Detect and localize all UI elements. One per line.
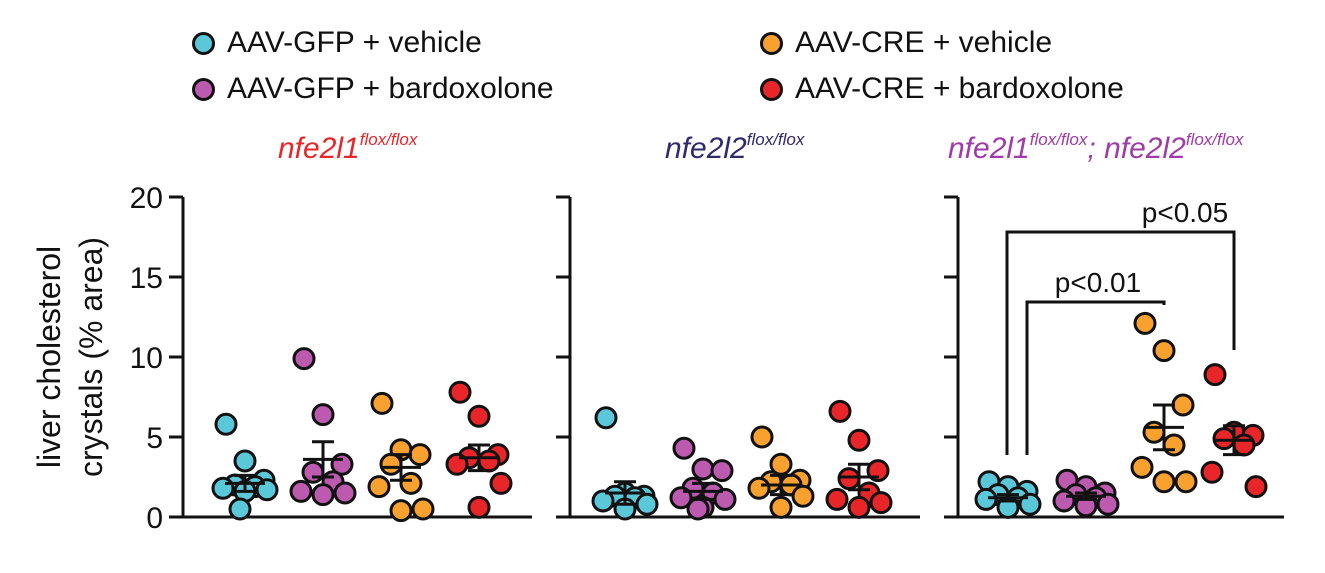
legend-item-cre-vehicle: AAV-CRE + vehicle — [760, 26, 1052, 60]
data-point — [1142, 420, 1166, 444]
legend-label: AAV-CRE + vehicle — [795, 26, 1053, 59]
data-point — [1133, 311, 1157, 335]
data-point — [747, 476, 771, 500]
data-point — [672, 436, 696, 460]
legend-label: AAV-CRE + bardoxolone — [795, 72, 1124, 105]
legend-item-cre-bardoxolone: AAV-CRE + bardoxolone — [760, 72, 1124, 106]
data-point — [837, 467, 861, 491]
data-point — [489, 471, 513, 495]
data-point — [713, 487, 737, 511]
panel-title-gene2: nfe2l2 — [1104, 132, 1186, 165]
data-point — [389, 499, 413, 523]
data-point — [847, 495, 871, 519]
data-point — [1174, 470, 1198, 494]
data-point — [686, 497, 710, 521]
data-point — [1212, 427, 1236, 451]
panel-title-separator: ; — [1087, 132, 1105, 165]
data-point — [448, 380, 472, 404]
data-point — [869, 491, 893, 515]
legend-marker-icon — [192, 77, 215, 101]
data-point — [594, 406, 618, 430]
data-point — [301, 460, 325, 484]
significance-bracket — [1005, 230, 1236, 455]
panel-title-nfe2l2: nfe2l2flox/flox — [665, 130, 805, 166]
panel-title-sup2: flox/flox — [1185, 130, 1244, 149]
significance-label: p<0.05 — [1142, 197, 1228, 228]
data-point — [1244, 475, 1268, 499]
data-point — [228, 497, 252, 521]
data-point — [411, 497, 435, 521]
y-axis-label-line2: crystals (% area) — [73, 237, 109, 477]
y-tick-label: 10 — [130, 342, 163, 375]
panel-title-nfe2l1: nfe2l1flox/flox — [278, 130, 418, 166]
legend-marker-icon — [760, 77, 783, 101]
data-point — [467, 404, 491, 428]
data-point — [847, 428, 871, 452]
panel-title-gene: nfe2l2 — [665, 132, 747, 165]
panel-title-sup: flox/flox — [746, 130, 805, 149]
data-point — [1130, 455, 1154, 479]
data-point — [233, 449, 257, 473]
data-point — [367, 475, 391, 499]
data-point — [1232, 433, 1256, 457]
legend-item-gfp-vehicle: AAV-GFP + vehicle — [192, 26, 482, 60]
data-point — [1096, 492, 1120, 516]
y-axis-label-line1: liver cholesterol — [31, 246, 67, 468]
data-point — [292, 347, 316, 371]
data-point — [750, 425, 774, 449]
panel-title-sup: flox/flox — [1029, 130, 1088, 149]
significance-bracket — [1025, 300, 1166, 455]
y-tick-label: 5 — [146, 422, 163, 455]
y-tick-label: 0 — [146, 502, 163, 535]
legend-marker-icon — [760, 31, 783, 55]
data-point — [477, 449, 501, 473]
data-point — [333, 481, 357, 505]
panel-title-gene: nfe2l1 — [278, 132, 360, 165]
panel-title-gene: nfe2l1 — [948, 132, 1030, 165]
data-point — [467, 495, 491, 519]
data-point — [370, 391, 394, 415]
legend-label: AAV-GFP + vehicle — [227, 26, 482, 59]
y-tick-label: 20 — [130, 182, 163, 215]
data-point — [825, 487, 849, 511]
panel-title-sup: flox/flox — [359, 130, 418, 149]
data-point — [710, 459, 734, 483]
data-point — [214, 412, 238, 436]
data-point — [408, 443, 432, 467]
significance-label: p<0.01 — [1055, 267, 1141, 298]
data-point — [1203, 363, 1227, 387]
data-point — [791, 484, 815, 508]
legend-label: AAV-GFP + bardoxolone — [227, 72, 554, 105]
data-point — [311, 403, 335, 427]
data-point — [974, 487, 998, 511]
data-point — [591, 489, 615, 513]
data-point — [379, 452, 403, 476]
data-point — [1052, 489, 1076, 513]
data-point — [1152, 339, 1176, 363]
data-point — [1171, 393, 1195, 417]
data-point — [635, 492, 659, 516]
y-tick-label: 15 — [130, 262, 163, 295]
legend-marker-icon — [192, 31, 215, 55]
data-point — [828, 399, 852, 423]
data-point — [311, 483, 335, 507]
data-point — [769, 495, 793, 519]
data-point — [1152, 470, 1176, 494]
panel-title-double: nfe2l1flox/flox; nfe2l2flox/flox — [948, 130, 1244, 166]
data-point — [691, 457, 715, 481]
data-point — [399, 471, 423, 495]
data-point — [1200, 460, 1224, 484]
data-point — [1162, 433, 1186, 457]
legend-item-gfp-bardoxolone: AAV-GFP + bardoxolone — [192, 72, 554, 106]
data-point — [211, 476, 235, 500]
data-point — [289, 479, 313, 503]
